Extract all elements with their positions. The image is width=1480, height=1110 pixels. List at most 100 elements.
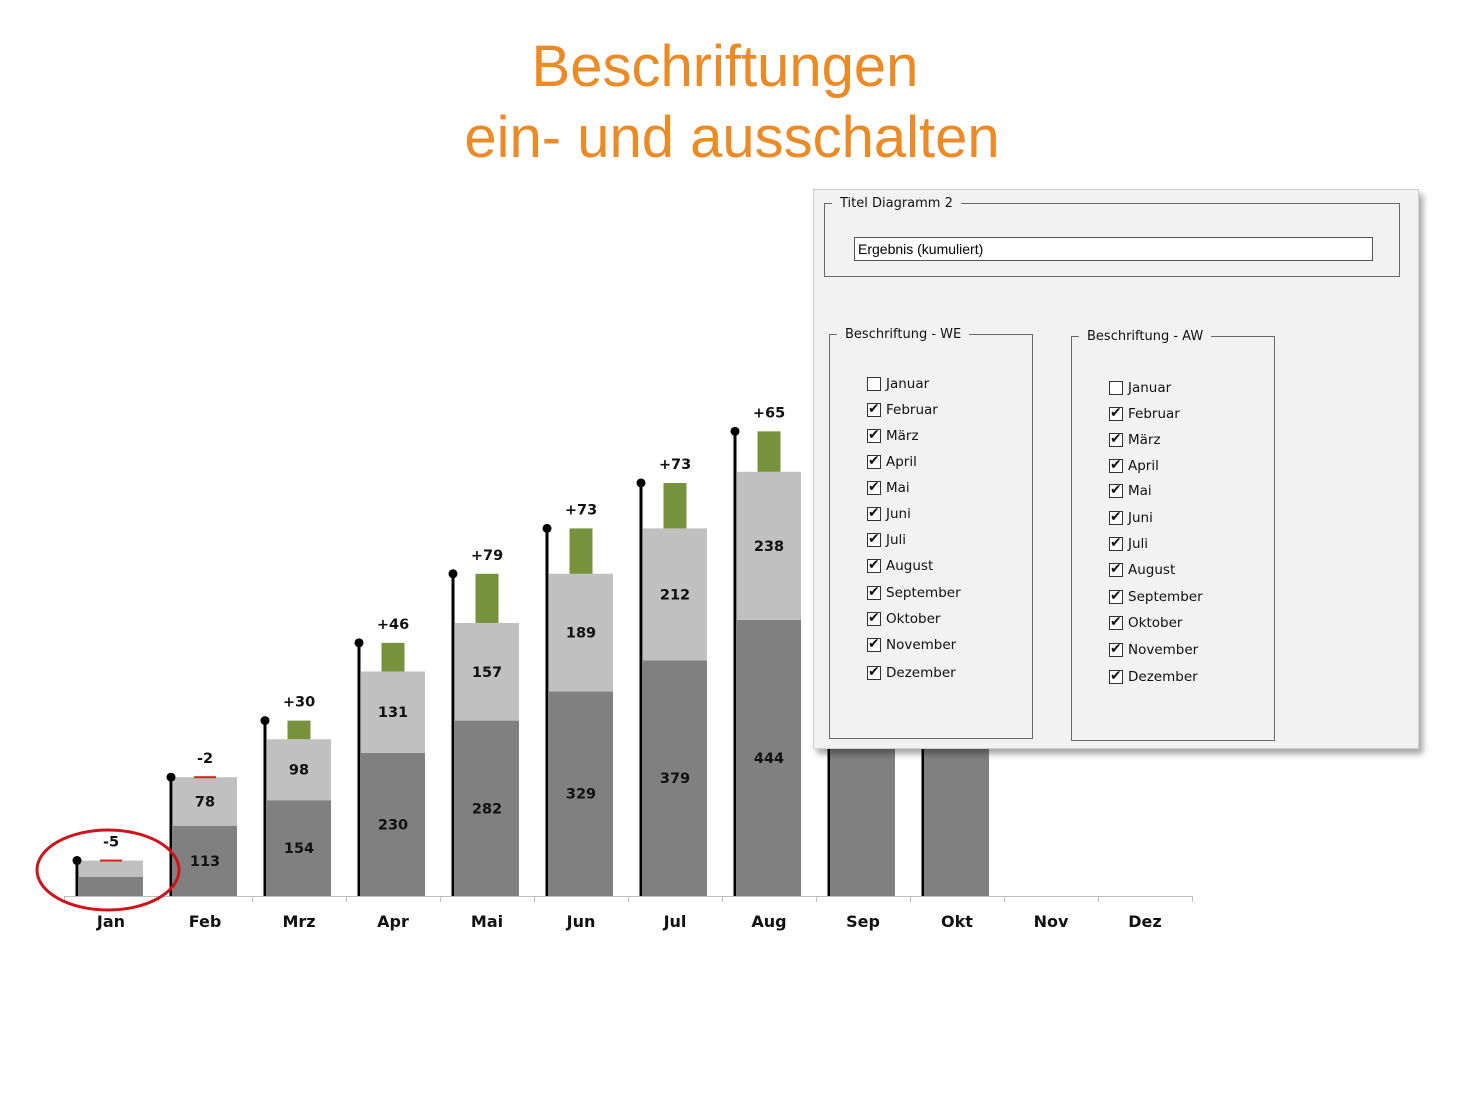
checkmark-icon: ✔ xyxy=(1110,509,1122,525)
delta-label: +79 xyxy=(471,548,503,564)
delta-bar xyxy=(569,528,593,574)
delta-label: +73 xyxy=(659,457,691,473)
aw-checkbox-box-4[interactable]: ✔ xyxy=(1109,457,1123,473)
bar-aw xyxy=(173,777,237,826)
aw-checkbox-2[interactable]: ✔ Februar xyxy=(1109,405,1180,423)
bar-aw xyxy=(643,528,707,661)
we-checkbox-box-5[interactable]: ✔ xyxy=(867,479,881,495)
checkmark-icon: ✔ xyxy=(1110,641,1122,657)
aw-checkbox-label: Juli xyxy=(1128,536,1149,552)
we-checkbox-box-11[interactable]: ✔ xyxy=(867,636,881,652)
aw-checkbox-label: November xyxy=(1128,642,1199,658)
we-checkbox-label: Januar xyxy=(886,376,930,392)
aw-checkbox-box-10[interactable]: ✔ xyxy=(1109,614,1123,630)
aw-checkbox-label: April xyxy=(1128,458,1159,474)
aw-checkbox-box-3[interactable]: ✔ xyxy=(1109,431,1123,447)
aw-checkbox-box-11[interactable]: ✔ xyxy=(1109,641,1123,657)
bar-we xyxy=(737,619,801,896)
we-checkbox-8[interactable]: ✔ August xyxy=(867,557,933,575)
we-checkbox-label: Mai xyxy=(886,480,910,496)
aw-checkbox-label: Oktober xyxy=(1128,615,1183,631)
we-checkbox-box-4[interactable]: ✔ xyxy=(867,453,881,469)
cumulative-dot xyxy=(636,478,646,488)
aw-checkbox-7[interactable]: ✔ Juli xyxy=(1109,535,1148,553)
we-checkbox-3[interactable]: ✔ März xyxy=(867,427,919,445)
we-checkbox-10[interactable]: ✔ Oktober xyxy=(867,610,940,628)
bar-we-label: 444 xyxy=(754,751,784,767)
x-tick-label: Mrz xyxy=(282,912,315,931)
we-checkbox-box-2[interactable]: ✔ xyxy=(867,401,881,417)
aw-checkbox-label: Juni xyxy=(1128,510,1153,526)
aw-checkbox-box-12[interactable]: ✔ xyxy=(1109,668,1123,684)
aw-checkbox-11[interactable]: ✔ November xyxy=(1109,641,1198,659)
delta-label: -5 xyxy=(103,835,119,851)
we-checkbox-1[interactable]: Januar xyxy=(867,375,929,393)
we-checkbox-label: November xyxy=(886,637,957,653)
cumulative-dot xyxy=(72,856,82,866)
aw-checkbox-box-6[interactable]: ✔ xyxy=(1109,509,1123,525)
x-tick-label: Mai xyxy=(471,912,503,931)
we-checkbox-box-3[interactable]: ✔ xyxy=(867,427,881,443)
we-checkbox-12[interactable]: ✔ Dezember xyxy=(867,664,956,682)
aw-checkbox-10[interactable]: ✔ Oktober xyxy=(1109,614,1182,632)
aw-checkbox-6[interactable]: ✔ Juni xyxy=(1109,509,1153,527)
we-checkbox-box-9[interactable]: ✔ xyxy=(867,584,881,600)
bar-we xyxy=(643,660,707,896)
bar-aw-label: 157 xyxy=(472,665,502,681)
slide-title-line2: ein- und ausschalten xyxy=(464,105,1000,170)
bar-aw xyxy=(267,739,331,801)
delta-bar xyxy=(381,642,405,672)
bar-we xyxy=(79,876,143,896)
we-checkbox-11[interactable]: ✔ November xyxy=(867,636,956,654)
bar-we-label: 230 xyxy=(378,817,408,833)
checkmark-icon: ✔ xyxy=(868,401,880,417)
checkmark-icon: ✔ xyxy=(1110,482,1122,498)
aw-checkbox-9[interactable]: ✔ September xyxy=(1109,588,1203,606)
delta-label: +30 xyxy=(283,695,315,711)
aw-checkbox-box-5[interactable]: ✔ xyxy=(1109,482,1123,498)
cumulative-dot xyxy=(542,523,552,533)
bar-we-label: 379 xyxy=(660,771,690,787)
checkmark-icon: ✔ xyxy=(1110,588,1122,604)
chart-title-input[interactable] xyxy=(854,237,1373,261)
checkmark-icon: ✔ xyxy=(868,664,880,680)
delta-bar xyxy=(475,573,499,623)
aw-checkbox-box-8[interactable]: ✔ xyxy=(1109,561,1123,577)
bar-we-label: 113 xyxy=(190,854,220,870)
aw-checkbox-box-7[interactable]: ✔ xyxy=(1109,535,1123,551)
delta-label: +65 xyxy=(753,405,785,421)
we-checkbox-box-7[interactable]: ✔ xyxy=(867,531,881,547)
aw-checkbox-8[interactable]: ✔ August xyxy=(1109,561,1175,579)
aw-checkbox-3[interactable]: ✔ März xyxy=(1109,431,1161,449)
we-checkbox-box-10[interactable]: ✔ xyxy=(867,610,881,626)
we-checkbox-box-12[interactable]: ✔ xyxy=(867,664,881,680)
we-checkbox-6[interactable]: ✔ Juni xyxy=(867,505,911,523)
we-checkbox-2[interactable]: ✔ Februar xyxy=(867,401,938,419)
we-checkbox-5[interactable]: ✔ Mai xyxy=(867,479,910,497)
x-tick-label: Jul xyxy=(663,912,687,931)
we-checkbox-label: Dezember xyxy=(886,665,956,681)
aw-checkbox-4[interactable]: ✔ April xyxy=(1109,457,1159,475)
we-checkbox-box-1[interactable] xyxy=(867,377,881,391)
we-checkbox-9[interactable]: ✔ September xyxy=(867,584,961,602)
we-checkbox-box-8[interactable]: ✔ xyxy=(867,557,881,573)
chart-title-group-label: Titel Diagramm 2 xyxy=(840,196,953,211)
bar-aw-label: 189 xyxy=(566,626,596,642)
cumulative-dot xyxy=(166,772,176,782)
checkmark-icon: ✔ xyxy=(1110,535,1122,551)
x-tick-label: Jun xyxy=(566,912,596,931)
delta-bar xyxy=(287,720,311,740)
x-tick-label: Feb xyxy=(189,912,222,931)
aw-checkbox-5[interactable]: ✔ Mai xyxy=(1109,482,1152,500)
we-checkbox-box-6[interactable]: ✔ xyxy=(867,505,881,521)
aw-checkbox-box-2[interactable]: ✔ xyxy=(1109,405,1123,421)
delta-label: +46 xyxy=(377,617,409,633)
we-checkbox-4[interactable]: ✔ April xyxy=(867,453,917,471)
aw-checkbox-box-1[interactable] xyxy=(1109,381,1123,395)
aw-checkbox-1[interactable]: Januar xyxy=(1109,379,1171,397)
aw-checkbox-label: Februar xyxy=(1128,406,1180,422)
bar-we-label: 282 xyxy=(472,801,502,817)
aw-checkbox-box-9[interactable]: ✔ xyxy=(1109,588,1123,604)
we-checkbox-7[interactable]: ✔ Juli xyxy=(867,531,906,549)
aw-checkbox-12[interactable]: ✔ Dezember xyxy=(1109,668,1198,686)
